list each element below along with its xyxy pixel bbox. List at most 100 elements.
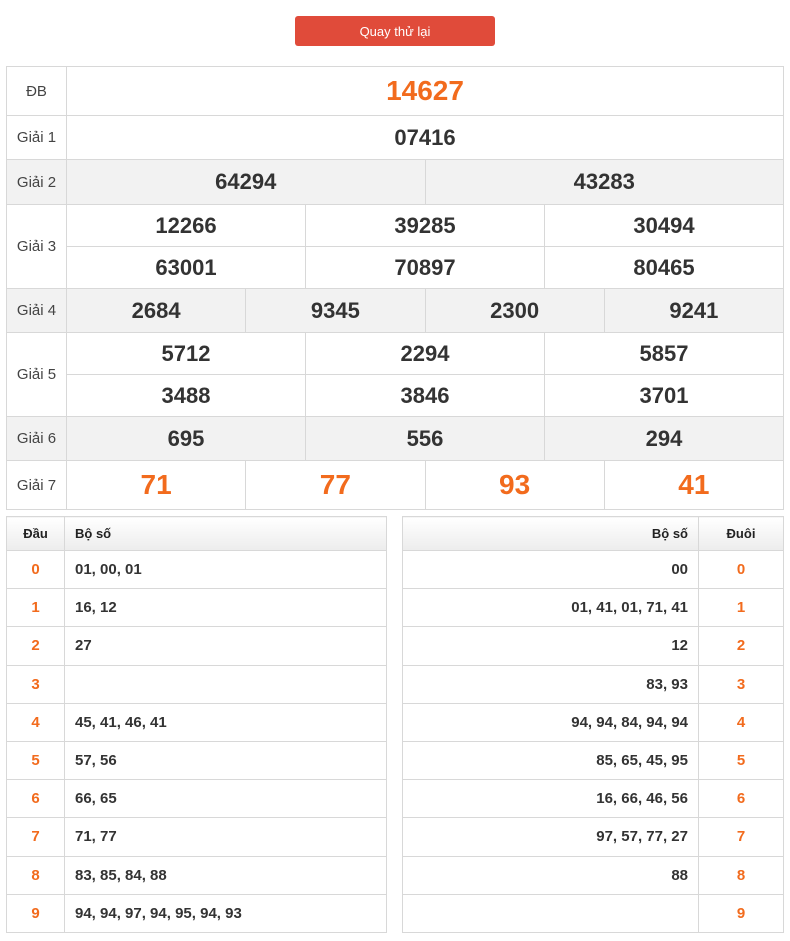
head-numbers: 94, 94, 97, 94, 95, 94, 93 — [64, 893, 387, 933]
tail-digit: 1 — [698, 588, 784, 628]
prize-number: 63001 — [66, 246, 306, 289]
head-numbers: 66, 65 — [64, 779, 387, 819]
prize-number: 3701 — [544, 374, 784, 417]
table-row: 88 8 — [402, 855, 784, 895]
prize-number: 3846 — [305, 374, 545, 417]
head-stats-table: Đầu Bộ số 0 01, 00, 01 1 16, 12 2 27 3 4 45,… — [6, 516, 387, 933]
head-digit: 1 — [6, 588, 65, 628]
head-numbers: 16, 12 — [64, 588, 387, 628]
results-table: ĐB 14627 Giải 1 07416 Giải 2 64294 43283… — [6, 66, 785, 510]
tail-digit-header: Đuôi — [698, 516, 784, 551]
head-digit: 7 — [6, 817, 65, 857]
tail-digit: 2 — [698, 626, 784, 666]
head-digit: 2 — [6, 626, 65, 666]
table-row: 7 71, 77 — [6, 817, 387, 857]
prize-number: 9345 — [245, 288, 426, 333]
prize-label-4: Giải 4 — [6, 288, 67, 333]
head-numbers: 83, 85, 84, 88 — [64, 855, 387, 895]
prize-row-special: ĐB 14627 — [6, 66, 784, 116]
tail-digit: 7 — [698, 817, 784, 857]
prize-number: 2684 — [65, 288, 247, 333]
prize-number: 556 — [305, 416, 545, 461]
head-digit: 6 — [6, 779, 65, 819]
tail-numbers-header: Bộ số — [402, 516, 699, 551]
head-numbers — [64, 664, 387, 704]
tail-numbers: 85, 65, 45, 95 — [402, 740, 699, 781]
prize-number: 9241 — [603, 288, 785, 333]
head-numbers: 27 — [64, 626, 387, 666]
table-row: 00 0 — [402, 549, 784, 590]
head-numbers-header: Bộ số — [64, 516, 387, 551]
prize-label-special: ĐB — [6, 66, 67, 116]
tail-digit: 6 — [698, 779, 784, 819]
prize-number: 2300 — [424, 288, 605, 333]
prize-label-3: Giải 3 — [6, 204, 67, 289]
prize-number: 695 — [66, 416, 306, 461]
head-digit: 9 — [6, 893, 65, 933]
head-numbers: 57, 56 — [64, 740, 387, 781]
tail-stats-table: Bộ số Đuôi 00 0 01, 41, 01, 71, 41 1 12 2 8… — [402, 516, 784, 933]
tail-numbers: 16, 66, 46, 56 — [402, 779, 699, 819]
head-numbers: 71, 77 — [64, 817, 387, 857]
table-row: 5 57, 56 — [6, 740, 387, 781]
head-digit: 0 — [6, 549, 65, 590]
table-row: 83, 93 3 — [402, 664, 784, 704]
table-row: 9 94, 94, 97, 94, 95, 94, 93 — [6, 893, 387, 933]
prize-label-2: Giải 2 — [6, 159, 67, 205]
table-row: 85, 65, 45, 95 5 — [402, 740, 784, 781]
prize-number: 12266 — [66, 204, 306, 247]
prize-number: 80465 — [544, 246, 784, 289]
prize-number: 3488 — [66, 374, 306, 417]
table-row: 01, 41, 01, 71, 41 1 — [402, 588, 784, 628]
table-row: 3 — [6, 664, 387, 704]
table-row: 0 01, 00, 01 — [6, 549, 387, 590]
table-row: 1 16, 12 — [6, 588, 387, 628]
table-row: 8 83, 85, 84, 88 — [6, 855, 387, 895]
tail-digit: 9 — [698, 893, 784, 933]
prize-number: 5857 — [544, 332, 784, 375]
prize-row-5b: 3488 3846 3701 — [7, 374, 784, 417]
tail-numbers: 88 — [402, 855, 699, 895]
prize-label-5: Giải 5 — [6, 332, 67, 417]
tail-digit: 4 — [698, 702, 784, 742]
prize-number: 77 — [245, 460, 426, 510]
prize-number: 30494 — [544, 204, 784, 247]
prize-row-6: Giải 6 695 556 294 — [6, 416, 784, 461]
prize-row-1: Giải 1 07416 — [6, 115, 784, 160]
prize-number-special: 14627 — [66, 66, 784, 116]
prize-number: 294 — [544, 416, 784, 461]
tail-numbers: 94, 94, 84, 94, 94 — [402, 702, 699, 742]
head-digit: 3 — [6, 664, 65, 704]
prize-row-2: Giải 2 64294 43283 — [6, 159, 784, 205]
head-digit: 8 — [6, 855, 65, 895]
tail-digit: 5 — [698, 740, 784, 781]
prize-number: 64294 — [66, 159, 426, 205]
retry-button[interactable]: Quay thử lại — [295, 16, 495, 46]
prize-label-6: Giải 6 — [6, 416, 67, 461]
prize-number: 2294 — [305, 332, 545, 375]
prize-row-3b: 63001 70897 80465 — [7, 246, 784, 289]
table-row: 94, 94, 84, 94, 94 4 — [402, 702, 784, 742]
table-row: 97, 57, 77, 27 7 — [402, 817, 784, 857]
prize-number: 43283 — [424, 159, 784, 205]
prize-number: 41 — [603, 460, 785, 510]
prize-number: 07416 — [66, 115, 784, 160]
prize-number: 70897 — [305, 246, 545, 289]
table-row: 9 — [402, 893, 784, 933]
table-row: 12 2 — [402, 626, 784, 666]
prize-number: 71 — [65, 460, 247, 510]
prize-number: 39285 — [305, 204, 545, 247]
tail-numbers: 01, 41, 01, 71, 41 — [402, 588, 699, 628]
head-digit-header: Đầu — [6, 516, 65, 551]
prize-number: 93 — [424, 460, 605, 510]
prize-label-1: Giải 1 — [6, 115, 67, 160]
tail-numbers: 12 — [402, 626, 699, 666]
tail-numbers: 00 — [402, 549, 699, 590]
prize-row-5: Giải 5 5712 2294 5857 — [6, 332, 784, 417]
table-row: 6 66, 65 — [6, 779, 387, 819]
tail-digit: 3 — [698, 664, 784, 704]
prize-row-4: Giải 4 2684 9345 2300 9241 — [6, 288, 785, 333]
tail-numbers: 83, 93 — [402, 664, 699, 704]
table-row: 16, 66, 46, 56 6 — [402, 779, 784, 819]
table-row: 2 27 — [6, 626, 387, 666]
